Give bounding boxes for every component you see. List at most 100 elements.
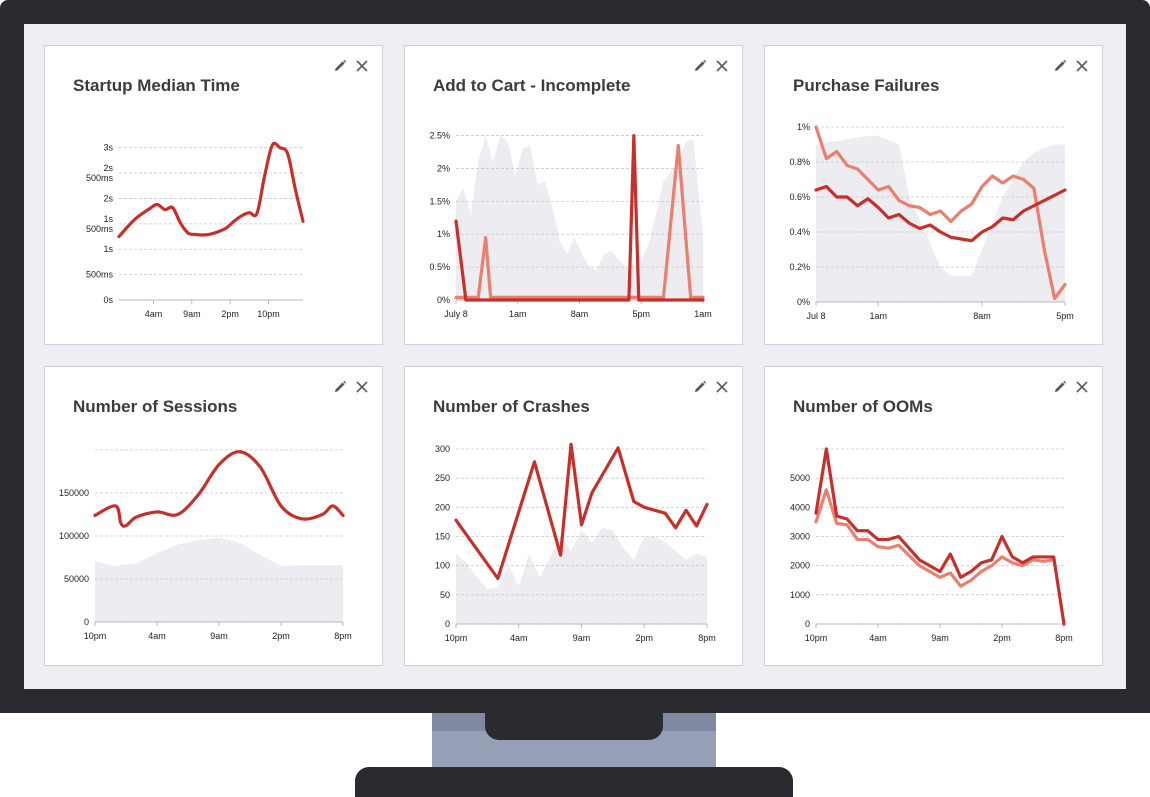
- y-tick-label: 2s: [103, 193, 113, 203]
- y-tick-label: 0.8%: [789, 157, 810, 167]
- y-tick-label: 0: [445, 619, 450, 629]
- y-tick-label: 200: [435, 502, 450, 512]
- x-tick-label: July 8: [444, 309, 468, 319]
- y-tick-label: 5000: [790, 473, 810, 483]
- y-tick-label: 0.2%: [789, 262, 810, 272]
- chart-card-1: Startup Median Time 0s 500ms 1s 1s 500ms 2s 2s 5…: [44, 45, 383, 345]
- x-tick-label: 2pm: [221, 309, 239, 319]
- y-tick-label: 0%: [797, 297, 810, 307]
- close-icon[interactable]: [1074, 379, 1090, 395]
- pencil-icon[interactable]: [692, 379, 708, 395]
- x-tick-label: 5pm: [632, 309, 650, 319]
- x-tick-label: 8am: [571, 309, 589, 319]
- x-tick-label: 10pm: [257, 309, 280, 319]
- y-tick-label: 0: [84, 617, 89, 627]
- y-tick-label: 300: [435, 444, 450, 454]
- x-tick-label: 4am: [148, 631, 166, 641]
- x-tick-label: 9am: [183, 309, 201, 319]
- y-tick-label: 1000: [790, 590, 810, 600]
- chart-title: Purchase Failures: [793, 76, 940, 95]
- y-tick-label: 150: [435, 532, 450, 542]
- y-tick-label: 3000: [790, 532, 810, 542]
- background-area: [816, 135, 1065, 302]
- y-tick-label: 100000: [59, 531, 89, 541]
- series-line-1: [93, 450, 345, 528]
- chart-plot: 0 50 100 150 200 250 300 10pm 4am 9am 2pm 8pm: [435, 442, 716, 643]
- close-icon[interactable]: [714, 58, 730, 74]
- monitor-stand-base: [355, 767, 793, 797]
- chart-card-5: Number of Crashes 0 50 100 150 200 250 300 10pm 4…: [404, 366, 743, 666]
- x-tick-label: 10pm: [445, 633, 468, 643]
- y-tick-label: 1s 500ms: [86, 214, 114, 234]
- y-tick-label: 4000: [790, 502, 810, 512]
- chart-plot: 0% 0.2% 0.4% 0.6% 0.8% 1% Jul 8 1am 8am 5pm: [789, 122, 1074, 321]
- y-tick-label: 1.5%: [429, 196, 450, 206]
- series-line-1: [814, 488, 1056, 588]
- chart-card-2: Add to Cart - Incomplete 0% 0.5% 1% 1.5% 2% 2.…: [404, 45, 743, 345]
- series-line-2: [814, 447, 1066, 626]
- x-tick-label: 10pm: [805, 633, 828, 643]
- y-tick-label: 150000: [59, 488, 89, 498]
- chart-title: Number of Sessions: [73, 397, 238, 416]
- chart-card-6: Number of OOMs 0 1000 2000 3000 4000 5000 10pm 4…: [764, 366, 1103, 666]
- chart-title: Add to Cart - Incomplete: [433, 76, 631, 95]
- x-tick-label: 10pm: [84, 631, 107, 641]
- background-area: [456, 527, 707, 624]
- y-tick-label: 2.5%: [429, 131, 450, 141]
- y-tick-label: 0%: [437, 295, 450, 305]
- x-tick-label: 1am: [694, 309, 712, 319]
- y-tick-label: 3s: [103, 143, 113, 153]
- series-line-1: [454, 442, 709, 581]
- x-tick-label: 2pm: [635, 633, 653, 643]
- x-tick-label: 4am: [869, 633, 887, 643]
- y-tick-label: 0s: [103, 295, 113, 305]
- pencil-icon[interactable]: [1052, 58, 1068, 74]
- y-tick-label: 100: [435, 561, 450, 571]
- chart-card-4: Number of Sessions 0 50000 100000 150000 10pm…: [44, 366, 383, 666]
- x-tick-label: 4am: [510, 633, 528, 643]
- chart-card-3: Purchase Failures 0% 0.2% 0.4% 0.6% 0.8% 1% Jul…: [764, 45, 1103, 345]
- chart-plot: 0% 0.5% 1% 1.5% 2% 2.5% July 8 1am 8am 5pm 1am: [429, 131, 712, 319]
- series-line-2: [814, 184, 1067, 243]
- x-tick-label: 8am: [973, 311, 991, 321]
- x-tick-label: 1am: [509, 309, 527, 319]
- y-tick-label: 250: [435, 473, 450, 483]
- series-line-1: [814, 125, 1067, 301]
- series-line-1: [454, 143, 705, 299]
- x-tick-label: 9am: [931, 633, 949, 643]
- y-tick-label: 0.4%: [789, 227, 810, 237]
- chart-plot: 0s 500ms 1s 1s 500ms 2s 2s 500ms 3s 4am 9am 2pm 10pm: [86, 141, 305, 319]
- x-tick-label: 8pm: [698, 633, 716, 643]
- series-line-2: [454, 133, 705, 302]
- pencil-icon[interactable]: [332, 379, 348, 395]
- close-icon[interactable]: [354, 379, 370, 395]
- y-tick-label: 2s 500ms: [86, 163, 114, 183]
- x-tick-label: 4am: [145, 309, 163, 319]
- x-tick-label: 9am: [573, 633, 591, 643]
- y-tick-label: 500ms: [86, 270, 114, 280]
- y-tick-label: 1s: [103, 244, 113, 254]
- close-icon[interactable]: [714, 379, 730, 395]
- x-tick-label: Jul 8: [806, 311, 825, 321]
- y-tick-label: 1%: [437, 229, 450, 239]
- background-area: [95, 537, 343, 622]
- y-tick-label: 50000: [64, 574, 89, 584]
- close-icon[interactable]: [1074, 58, 1090, 74]
- x-tick-label: 8pm: [334, 631, 352, 641]
- chart-plot: 0 50000 100000 150000 10pm 4am 9am 2pm 8pm: [59, 449, 352, 641]
- x-tick-label: 1am: [869, 311, 887, 321]
- close-icon[interactable]: [354, 58, 370, 74]
- background-area: [456, 135, 703, 300]
- x-tick-label: 5pm: [1056, 311, 1074, 321]
- y-tick-label: 50: [440, 590, 450, 600]
- y-tick-label: 0.5%: [429, 262, 450, 272]
- x-tick-label: 2pm: [993, 633, 1011, 643]
- pencil-icon[interactable]: [692, 58, 708, 74]
- pencil-icon[interactable]: [332, 58, 348, 74]
- x-tick-label: 9am: [210, 631, 228, 641]
- monitor-stand-notch: [485, 700, 663, 740]
- chart-title: Number of OOMs: [793, 397, 933, 416]
- pencil-icon[interactable]: [1052, 379, 1068, 395]
- y-tick-label: 0: [805, 619, 810, 629]
- chart-title: Startup Median Time: [73, 76, 240, 95]
